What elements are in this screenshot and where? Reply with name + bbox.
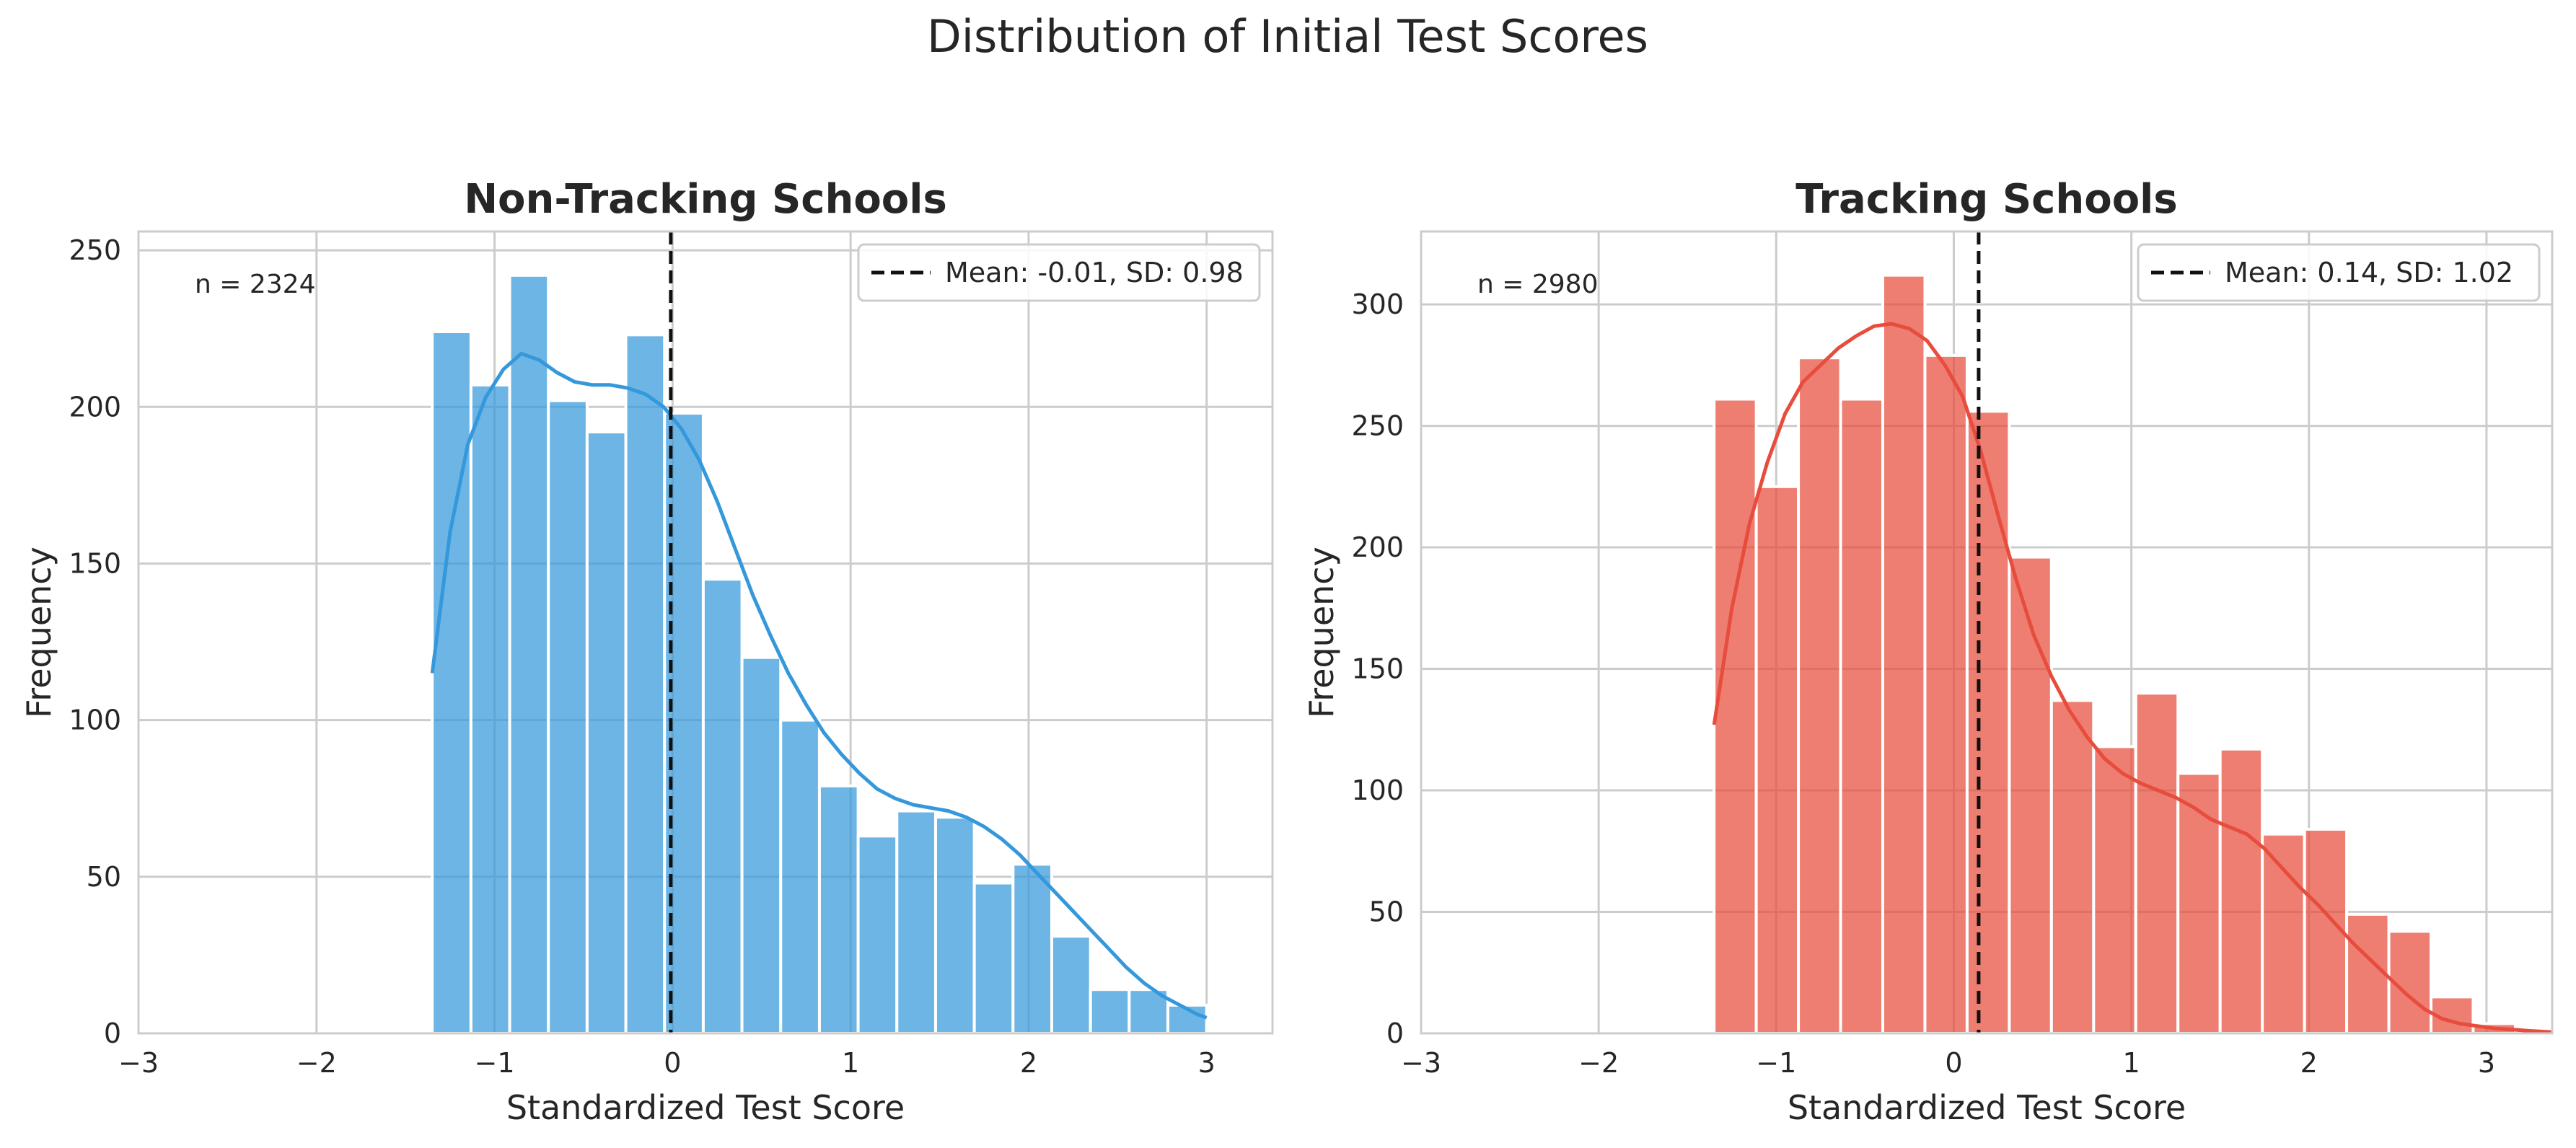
axes-frame — [137, 230, 1274, 1035]
histogram-bar — [469, 383, 511, 1035]
histogram-bar — [1881, 273, 1927, 1035]
x-tick-label: 0 — [1945, 1047, 1962, 1079]
y-tick-label: 50 — [1369, 896, 1404, 928]
histogram-bar — [2092, 745, 2137, 1035]
histogram-bar — [2049, 699, 2096, 1035]
y-tick-label: 100 — [69, 705, 121, 736]
histogram-bar — [972, 881, 1015, 1035]
y-tick-label: 250 — [1351, 410, 1404, 442]
y-tick-label: 0 — [104, 1017, 121, 1049]
histogram-bar — [2261, 832, 2306, 1035]
histogram-bar — [740, 655, 783, 1035]
kde-curve — [430, 351, 1208, 1020]
x-tick-label: 3 — [2478, 1047, 2495, 1079]
histogram-bar — [1797, 356, 1842, 1035]
figure-title: Distribution of Initial Test Scores — [927, 10, 1648, 63]
x-axis-label: Standardized Test Score — [1788, 1088, 2186, 1127]
x-tick-label: −2 — [296, 1047, 337, 1079]
panel-non-tracking: −3 −2 −1 0 1 2 3 0 50 100 150 200 250 Non-Tracking S… — [19, 176, 1274, 1127]
axes-frame — [1420, 230, 2554, 1035]
histogram-bar — [585, 430, 628, 1035]
x-tick-label: −2 — [1578, 1047, 1619, 1079]
histogram-bar — [1089, 988, 1131, 1035]
panel-tracking: −3 −2 −1 0 1 2 3 0 50 100 150 200 250 300 Tracking Sc… — [1302, 176, 2554, 1127]
x-tick-label: 0 — [664, 1047, 681, 1079]
histogram-bar — [547, 399, 589, 1035]
histogram-bar — [624, 333, 667, 1035]
x-tick-label: −3 — [118, 1047, 159, 1079]
x-tick-label: −1 — [475, 1047, 515, 1079]
panel-title: Tracking Schools — [1795, 176, 2177, 223]
legend-box — [2137, 243, 2541, 302]
x-tick-label: 2 — [1020, 1047, 1037, 1079]
y-tick-label: 150 — [69, 547, 121, 579]
y-tick-label: 250 — [69, 234, 121, 266]
histogram-bar — [701, 578, 744, 1035]
plot-area: −3 −2 −1 0 1 2 3 0 50 100 150 200 250 300 — [1351, 230, 2554, 1079]
histogram-bar — [431, 330, 472, 1035]
y-tick-label: 200 — [1351, 531, 1404, 563]
histogram-bar — [817, 784, 860, 1035]
histogram-bar — [856, 834, 899, 1035]
y-axis-label: Frequency — [1302, 547, 1341, 718]
x-tick-label: −1 — [1756, 1047, 1796, 1079]
y-tick-label: 150 — [1351, 653, 1404, 685]
x-tick-label: −3 — [1401, 1047, 1441, 1079]
y-tick-label: 100 — [1351, 774, 1404, 806]
legend-label: Mean: -0.01, SD: 0.98 — [945, 257, 1244, 288]
panel-title: Non-Tracking Schools — [464, 176, 947, 223]
histogram-bar — [2303, 827, 2349, 1035]
sample-size-annotation: n = 2980 — [1477, 270, 1598, 299]
histogram-bar — [2218, 747, 2264, 1036]
histogram-bar — [779, 718, 821, 1035]
histogram-bar — [1166, 1003, 1208, 1035]
x-tick-label: 1 — [842, 1047, 859, 1079]
y-tick-label: 200 — [69, 391, 121, 423]
histogram-bar — [1011, 862, 1053, 1035]
sample-size-annotation: n = 2324 — [195, 270, 315, 299]
histogram-bar — [1965, 410, 2011, 1035]
kde-curve — [1712, 322, 2553, 1034]
histogram-bar — [1050, 935, 1092, 1035]
histogram-bar — [2176, 772, 2222, 1035]
y-tick-label: 300 — [1351, 288, 1404, 320]
histogram-bar — [933, 816, 976, 1035]
x-tick-label: 3 — [1198, 1047, 1216, 1079]
y-tick-label: 0 — [1386, 1017, 1404, 1049]
y-tick-label: 50 — [87, 861, 121, 893]
legend: Mean: -0.01, SD: 0.98 — [857, 243, 1261, 302]
histogram-bar — [2134, 692, 2180, 1035]
y-axis-label: Frequency — [19, 547, 58, 718]
histogram-bar — [1839, 397, 1885, 1035]
histogram-bar — [1713, 397, 1758, 1035]
legend-label: Mean: 0.14, SD: 1.02 — [2225, 257, 2513, 288]
x-tick-label: 1 — [2123, 1047, 2140, 1079]
histogram-bar — [895, 809, 937, 1035]
plot-area: −3 −2 −1 0 1 2 3 0 50 100 150 200 250 — [69, 230, 1274, 1079]
histogram-bar — [508, 273, 550, 1035]
histogram-bar — [2008, 555, 2053, 1035]
histogram-bar — [1754, 485, 1801, 1035]
histogram-bar — [1923, 353, 1969, 1035]
x-axis-label: Standardized Test Score — [506, 1088, 905, 1127]
legend-box — [857, 243, 1261, 302]
x-tick-label: 2 — [2300, 1047, 2318, 1079]
legend: Mean: 0.14, SD: 1.02 — [2137, 243, 2541, 302]
